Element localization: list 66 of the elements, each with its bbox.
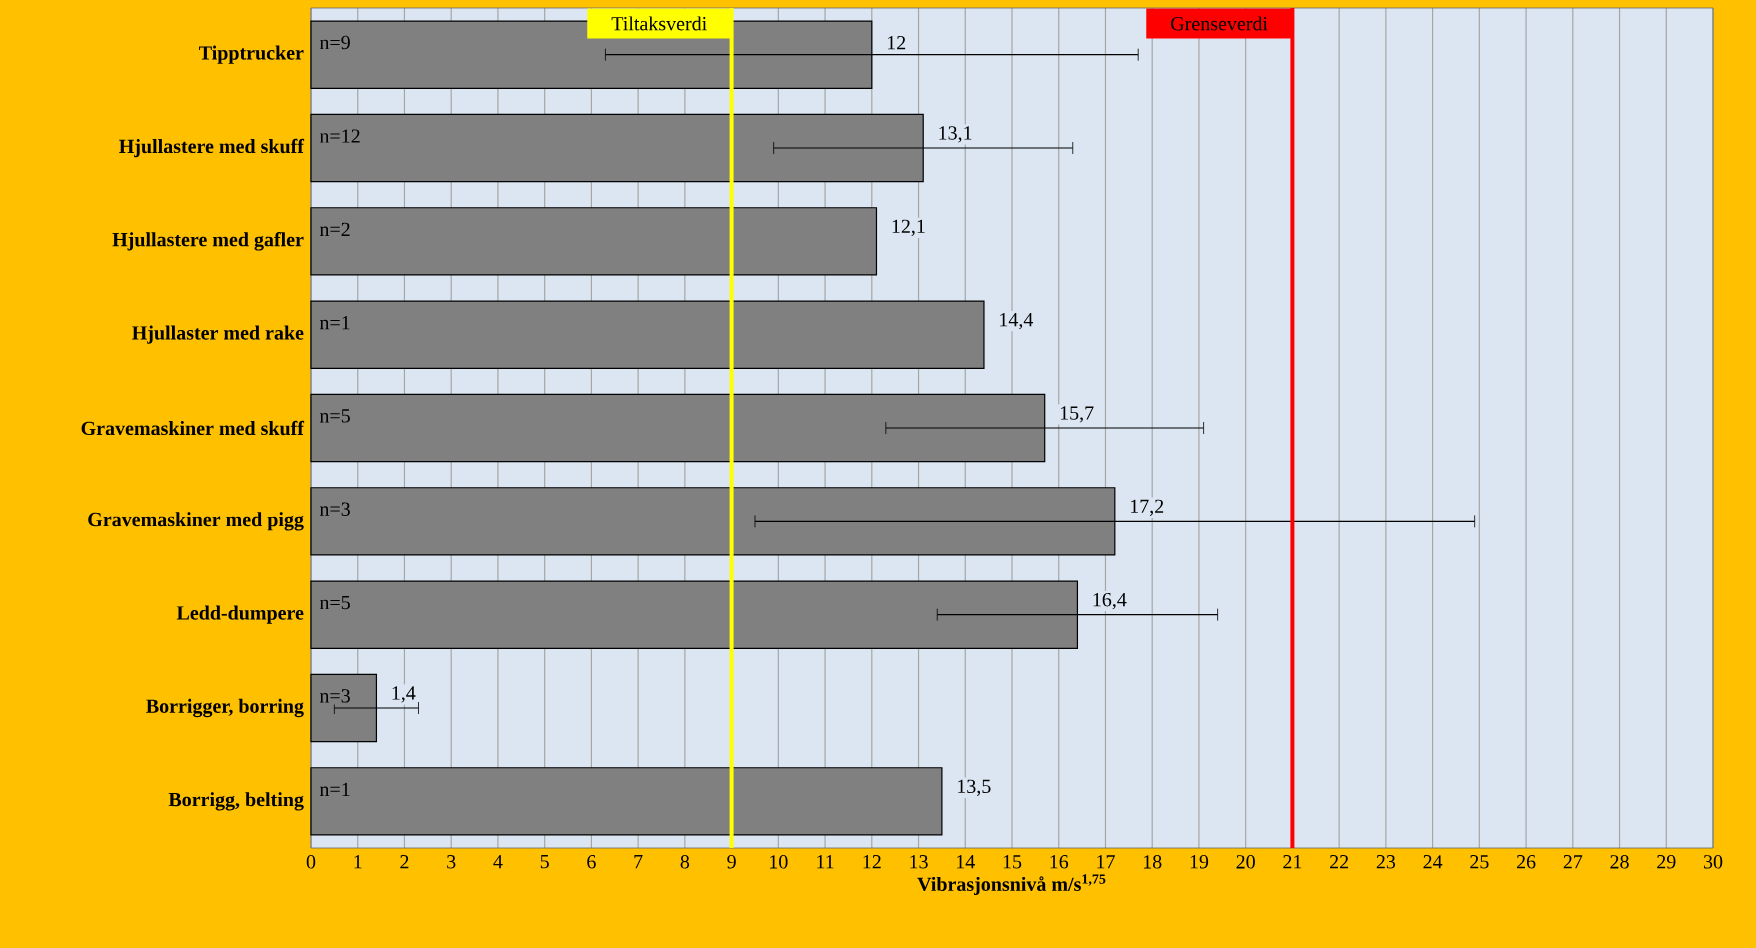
bar <box>310 300 985 369</box>
x-tick-label: 24 <box>1423 855 1443 869</box>
x-tick-label: 4 <box>493 855 503 869</box>
x-tick-label: 3 <box>447 855 456 869</box>
x-tick-label: 17 <box>1097 855 1115 869</box>
x-tick-label: 20 <box>1236 855 1255 869</box>
x-tick-label: 21 <box>1283 855 1302 869</box>
x-tick-label: 14 <box>957 855 975 869</box>
annotation: n=9 <box>319 35 350 50</box>
y-tick-label: Gravemaskiner med skuff <box>81 420 305 436</box>
y-tick-label: Tipptrucker <box>199 45 304 64</box>
annotation: n=12 <box>319 129 360 143</box>
x-tick-label: 15 <box>1003 855 1022 869</box>
x-tick-label: 18 <box>1143 855 1162 869</box>
ref-line-label: Grenseverdi <box>1171 16 1268 31</box>
x-tick-label: 5 <box>540 855 549 869</box>
bar <box>310 393 1046 463</box>
x-tick-label: 19 <box>1190 855 1209 869</box>
data-label: 12 <box>887 36 906 50</box>
x-tick-label: 27 <box>1563 855 1583 869</box>
y-tick-label: Gravemaskiner med pigg <box>88 512 304 531</box>
annotation: n=3 <box>319 502 350 516</box>
ref-line-label: Tiltaksverdi <box>611 16 707 31</box>
y-tick-label: Hjullastere med skuff <box>119 138 305 158</box>
x-tick-label: 13 <box>910 855 928 869</box>
x-tick-label: 9 <box>727 855 736 869</box>
x-tick-label: 12 <box>863 855 881 869</box>
y-tick-label: Borrigger, borring <box>146 698 304 718</box>
x-axis-title: Vibrasjonsnivå m/s$^{1,75}$ <box>917 874 1106 896</box>
x-tick-label: 28 <box>1610 855 1629 869</box>
x-tick-label: 23 <box>1376 855 1396 869</box>
x-tick-label: 2 <box>400 855 409 869</box>
data-label: 1,4 <box>392 686 416 703</box>
y-tick-label: Hjullaster med rake <box>132 325 304 344</box>
annotation: n=1 <box>319 782 350 796</box>
x-tick-label: 25 <box>1470 855 1489 869</box>
y-tick-label: Borrigg, belting <box>168 792 304 811</box>
bar <box>310 207 878 276</box>
x-tick-label: 26 <box>1516 855 1536 869</box>
annotation: n=2 <box>319 222 350 236</box>
x-tick-label: 8 <box>680 855 690 869</box>
data-label: 13,1 <box>939 126 972 143</box>
x-tick-label: 16 <box>1050 855 1069 869</box>
x-tick-label: 10 <box>770 855 788 869</box>
data-label: 13,5 <box>958 779 991 796</box>
y-tick-label: Hjullastere med gafler <box>112 232 304 251</box>
x-tick-label: 11 <box>817 855 834 869</box>
x-tick-label: 0 <box>306 855 316 869</box>
annotation: n=5 <box>319 595 350 610</box>
data-label: 16,4 <box>1093 592 1127 610</box>
annotation: n=1 <box>319 316 350 330</box>
annotation: n=3 <box>319 689 350 703</box>
bar <box>310 767 943 836</box>
x-tick-label: 22 <box>1330 855 1349 869</box>
data-label: 14,4 <box>1000 313 1034 330</box>
x-tick-label: 6 <box>587 855 596 869</box>
x-tick-label: 29 <box>1657 855 1676 869</box>
x-tick-label: 7 <box>634 855 643 869</box>
bar <box>310 487 1116 556</box>
x-tick-label: 30 <box>1703 855 1723 869</box>
x-tick-label: 1 <box>354 855 362 869</box>
data-label: 12,1 <box>892 219 925 236</box>
y-tick-label: Ledd-dumpere <box>176 605 304 624</box>
annotation: n=5 <box>319 409 350 423</box>
data-label: 17,2 <box>1130 499 1164 516</box>
data-label: 15,7 <box>1060 406 1094 423</box>
